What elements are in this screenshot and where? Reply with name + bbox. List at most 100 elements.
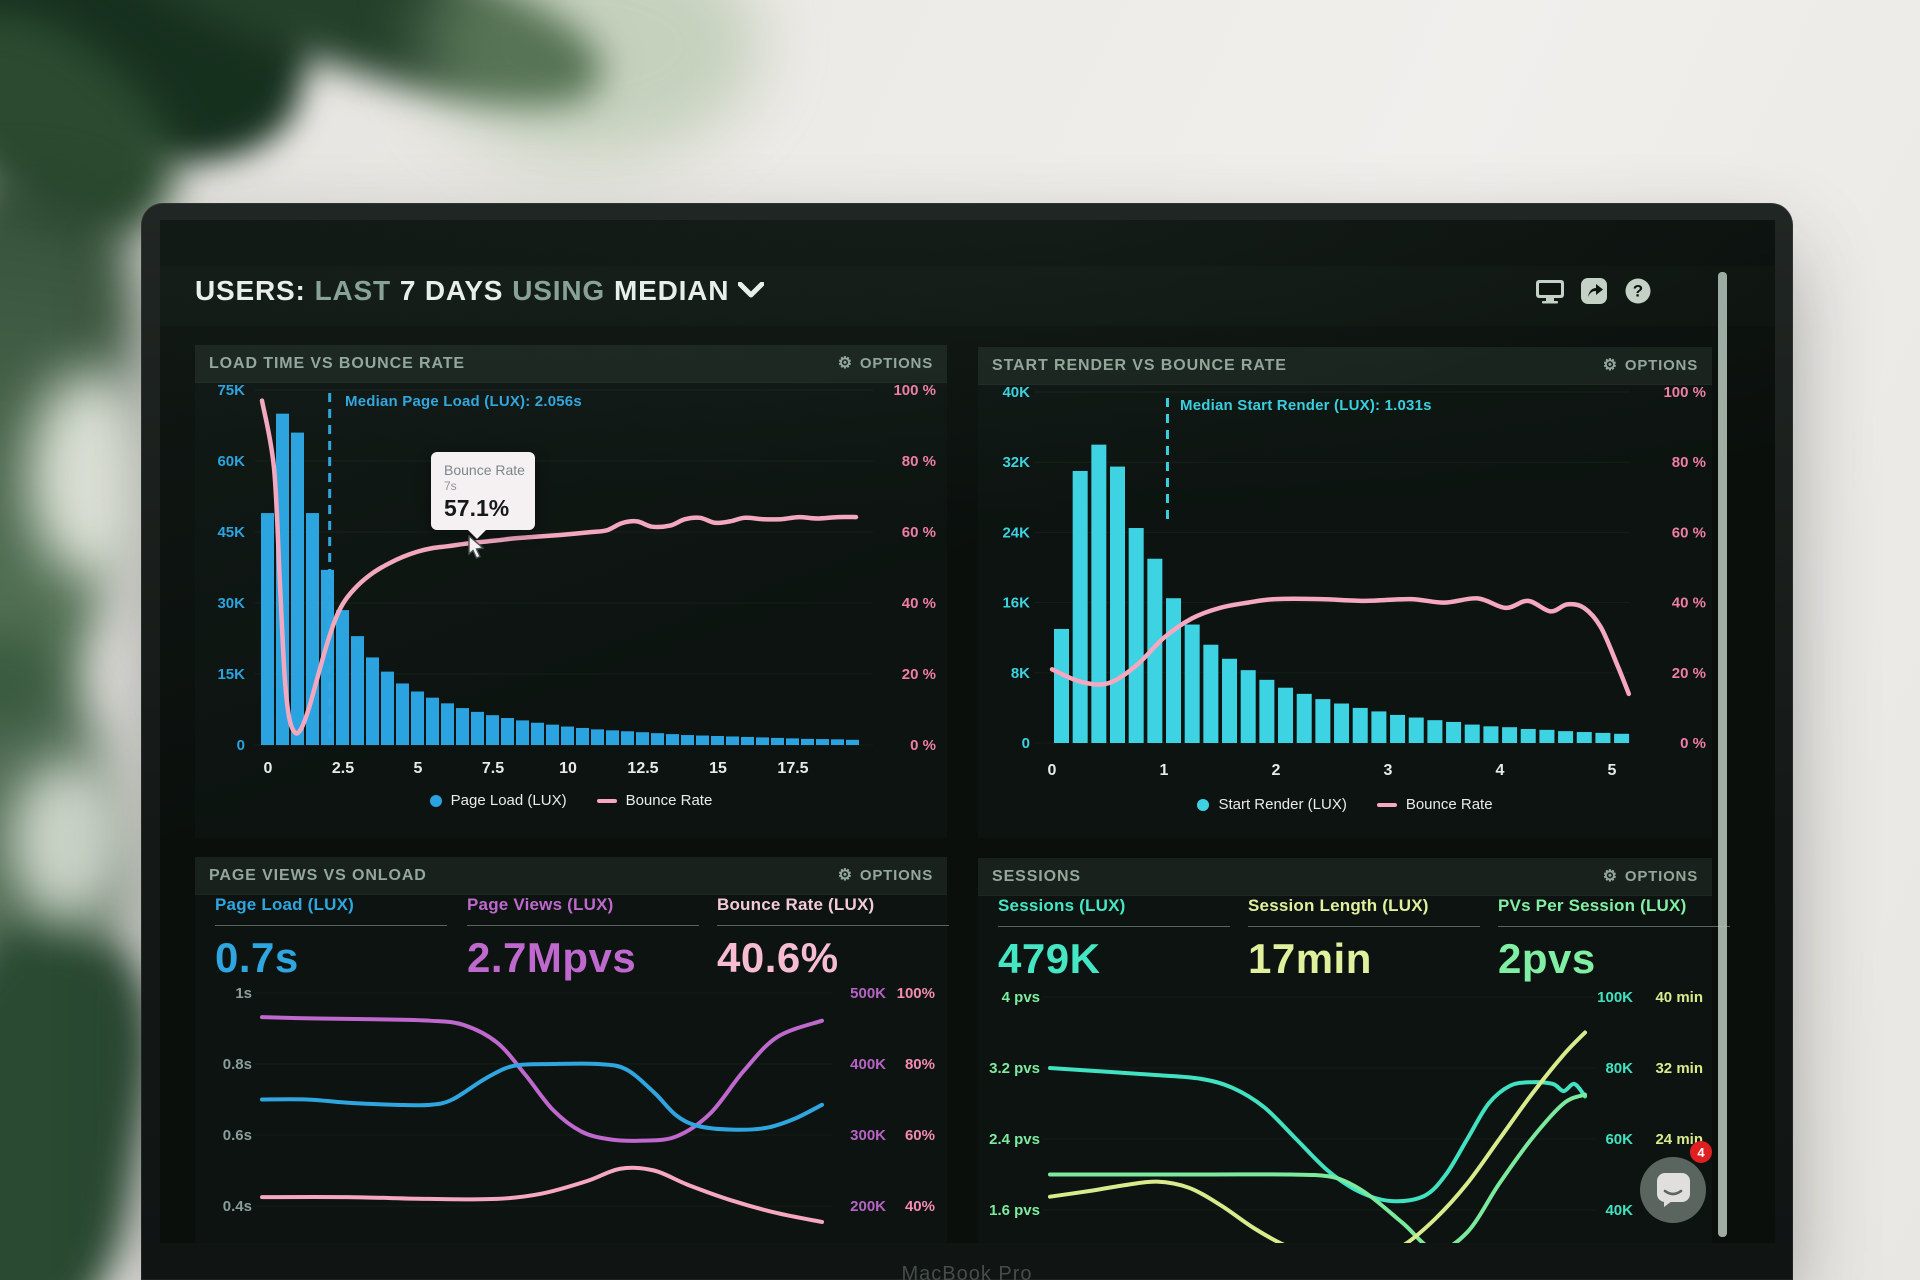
panel-title: LOAD TIME VS BOUNCE RATE <box>209 354 465 372</box>
histogram-bar <box>531 722 544 745</box>
histogram-bar <box>366 657 379 745</box>
median-annotation: Median Start Render (LUX): 1.031s <box>1180 397 1432 414</box>
y-axis-tick-left: 0 <box>1022 735 1030 752</box>
y-axis-tick-right: 80 % <box>902 453 936 470</box>
share-icon[interactable] <box>1579 278 1609 304</box>
y-axis-tick-right: 40 % <box>902 595 936 612</box>
metric-sessions: Sessions (LUX) 479K <box>998 896 1230 983</box>
histogram-bar <box>801 738 814 745</box>
y-axis-tick-right-volume: 100K <box>1597 989 1633 1006</box>
chevron-down-icon <box>738 282 765 298</box>
metric-value: 2.7Mpvs <box>467 934 637 981</box>
legend-label: Start Render (LUX) <box>1218 796 1347 813</box>
y-axis-tick-right-volume: 400K <box>850 1056 886 1073</box>
y-axis-tick-left: 60K <box>217 453 245 470</box>
metric-pvs-per-session: PVs Per Session (LUX) 2pvs <box>1498 896 1730 983</box>
histogram-bar <box>786 738 799 745</box>
options-button[interactable]: ⚙ OPTIONS <box>1603 868 1698 885</box>
histogram-bar <box>381 671 394 745</box>
y-axis-tick-right-volume: 200K <box>850 1198 886 1215</box>
histogram-bar <box>576 727 589 745</box>
x-axis-tick: 0 <box>1048 762 1057 779</box>
panel-title: PAGE VIEWS VS ONLOAD <box>209 866 427 884</box>
y-axis-tick-right: 60 % <box>1672 524 1706 541</box>
x-axis-tick: 2 <box>1272 762 1281 779</box>
y-axis-tick-left: 1.6 pvs <box>989 1202 1040 1219</box>
tooltip-subtitle: 7s <box>444 479 457 493</box>
header-title-part: LAST <box>314 275 391 306</box>
histogram-bar <box>1408 717 1424 743</box>
options-button[interactable]: ⚙ OPTIONS <box>838 355 933 372</box>
x-axis-tick: 2.5 <box>332 760 354 777</box>
bounce-rate-line <box>259 398 859 736</box>
panel-titlebar: START RENDER VS BOUNCE RATE ⚙ OPTIONS <box>978 347 1712 385</box>
x-axis-tick: 10 <box>559 760 577 777</box>
x-axis-tick: 4 <box>1496 762 1505 779</box>
histogram-bar <box>831 739 844 745</box>
y-axis-tick-right-secondary: 40 min <box>1655 989 1703 1006</box>
histogram-bar <box>441 703 454 745</box>
y-axis-tick-left: 3.2 pvs <box>989 1060 1040 1077</box>
header-title-part: 7 DAYS <box>399 275 504 306</box>
histogram-bar <box>1184 624 1200 743</box>
y-axis-tick-right: 0 % <box>1680 735 1706 752</box>
load-time-chart[interactable]: 75K 60K 45K 30K 15K 0 100 % 80 % 60 % 40 % 20 % 0 %… <box>195 345 947 838</box>
histogram-bar <box>396 683 409 745</box>
y-axis-tick-left: 16K <box>1002 595 1030 612</box>
legend-item: Start Render (LUX) <box>1197 796 1347 813</box>
bounce-rate-line <box>1049 596 1632 697</box>
panel-titlebar: LOAD TIME VS BOUNCE RATE ⚙ OPTIONS <box>195 345 947 383</box>
chart-tooltip: Bounce Rate 7s 57.1% <box>431 452 535 539</box>
y-axis-tick-right-volume: 60K <box>1605 1131 1633 1148</box>
options-button[interactable]: ⚙ OPTIONS <box>1603 357 1698 374</box>
display-icon[interactable] <box>1535 278 1565 304</box>
start-render-chart[interactable]: 40K 32K 24K 16K 8K 0 100 % 80 % 60 % 40 % 20 % 0 % 0… <box>978 347 1712 838</box>
panel-titlebar: PAGE VIEWS VS ONLOAD ⚙ OPTIONS <box>195 857 947 895</box>
users-filter-dropdown[interactable]: USERS: LAST 7 DAYS USING MEDIAN <box>195 275 765 307</box>
histogram-bar <box>426 697 439 745</box>
metric-divider <box>467 925 699 926</box>
line-series <box>260 1165 824 1224</box>
metric-value: 0.7s <box>215 934 299 981</box>
histogram-bar <box>291 432 304 745</box>
scrollbar[interactable] <box>1718 272 1727 1237</box>
histogram-bar <box>606 730 619 745</box>
chat-bubble-button[interactable] <box>1640 1157 1706 1223</box>
x-axis-tick: 15 <box>709 760 727 777</box>
histogram-bar <box>591 729 604 745</box>
y-axis-tick-right: 40 % <box>1672 595 1706 612</box>
histogram-bar <box>621 731 634 745</box>
line-series <box>1048 1092 1587 1243</box>
svg-text:?: ? <box>1633 282 1643 301</box>
metric-label: Sessions (LUX) <box>998 896 1126 915</box>
histogram-bar <box>1558 731 1574 743</box>
legend-item: Bounce Rate <box>596 792 712 809</box>
help-icon[interactable]: ? <box>1623 278 1653 304</box>
y-axis-tick-left: 0 <box>237 737 245 754</box>
y-axis-tick-right: 0 % <box>910 737 936 754</box>
chart-legend: Page Load (LUX) Bounce Rate <box>195 792 947 809</box>
options-label: OPTIONS <box>1624 868 1698 885</box>
legend-item: Bounce Rate <box>1376 796 1493 813</box>
y-axis-tick-left: 15K <box>217 666 245 683</box>
histogram-bar <box>336 610 349 745</box>
gear-icon: ⚙ <box>837 354 853 372</box>
histogram-bar <box>1315 699 1331 743</box>
histogram-bar <box>486 715 499 745</box>
histogram-bar <box>651 733 664 745</box>
histogram-bar <box>681 735 694 745</box>
options-button[interactable]: ⚙ OPTIONS <box>838 867 933 884</box>
histogram-bar <box>846 739 859 745</box>
header-title-part: MEDIAN <box>613 275 730 306</box>
x-axis-tick: 7.5 <box>482 760 504 777</box>
histogram-bar <box>696 735 709 745</box>
y-axis-tick-right-volume: 40K <box>1605 1202 1633 1219</box>
histogram-bar <box>1502 727 1518 743</box>
sessions-chart[interactable]: 4 pvs 3.2 pvs 2.4 pvs 1.6 pvs 100K 40 min 80K 3… <box>978 858 1712 1243</box>
histogram-bar <box>1352 707 1368 743</box>
histogram-bar <box>1446 721 1462 743</box>
histogram-bar <box>741 736 754 745</box>
page-views-chart[interactable]: 1s 0.8s 0.6s 0.4s 500K 100% 400K 80% 300K 60% 200K… <box>195 857 947 1243</box>
line-series <box>260 1061 824 1132</box>
